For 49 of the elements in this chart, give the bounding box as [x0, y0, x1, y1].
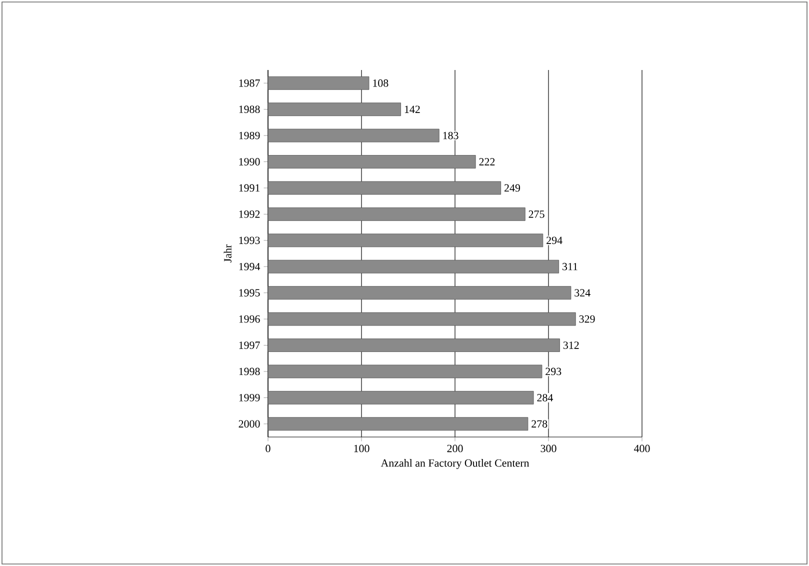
bar: [268, 286, 572, 300]
y-tick-label: 1996: [239, 315, 260, 323]
bar: [268, 155, 476, 168]
y-tick-label: 1990: [239, 158, 260, 166]
y-tick-label: 2000: [238, 420, 260, 428]
data-label: 183: [443, 132, 458, 140]
y-tick-label: 1993: [239, 236, 260, 244]
bar: [268, 207, 526, 221]
data-label: 108: [373, 79, 388, 87]
y-tick-label: 1997: [239, 342, 260, 349]
bar: [268, 128, 440, 142]
y-tick-label: 1987: [239, 79, 260, 87]
y-tick-label: 1999: [239, 394, 260, 402]
x-tick-label: 400: [634, 444, 650, 452]
data-label: 222: [479, 158, 495, 166]
bar: [268, 312, 576, 326]
data-label: 293: [546, 368, 562, 376]
bar: [268, 364, 542, 378]
data-label: 329: [579, 315, 595, 323]
data-label: 284: [537, 394, 554, 402]
bar: [268, 76, 370, 90]
y-tick-label: 1998: [239, 368, 260, 376]
y-tick-label: 1994: [239, 262, 260, 270]
y-tick-label: 1992: [239, 210, 260, 218]
y-tick-label: 1995: [239, 289, 260, 297]
bar: [268, 390, 534, 404]
data-label: 294: [546, 236, 562, 244]
data-label: 275: [528, 210, 544, 218]
data-label: 249: [504, 184, 520, 192]
x-axis-title: Anzahl an Factory Outlet Centern: [380, 459, 530, 469]
bar: [268, 234, 544, 248]
x-tick-label: 300: [540, 444, 556, 452]
data-label: 278: [532, 420, 548, 428]
y-tick-label: 1988: [239, 106, 260, 114]
data-label: 312: [563, 342, 579, 349]
data-label: 311: [562, 262, 578, 270]
y-axis-title: Jahr: [224, 244, 232, 262]
x-tick-label: 0: [266, 444, 270, 452]
bar: [268, 181, 502, 195]
data-label: 142: [404, 106, 420, 113]
x-tick-label: 200: [447, 444, 463, 452]
y-tick-label: 1991: [239, 184, 260, 192]
x-tick-label: 100: [354, 444, 370, 452]
bar: [268, 417, 528, 431]
data-label: 324: [574, 289, 590, 297]
bar: [268, 338, 560, 352]
bar: [268, 102, 401, 116]
bar: [268, 260, 559, 274]
y-tick-label: 1989: [239, 132, 260, 140]
